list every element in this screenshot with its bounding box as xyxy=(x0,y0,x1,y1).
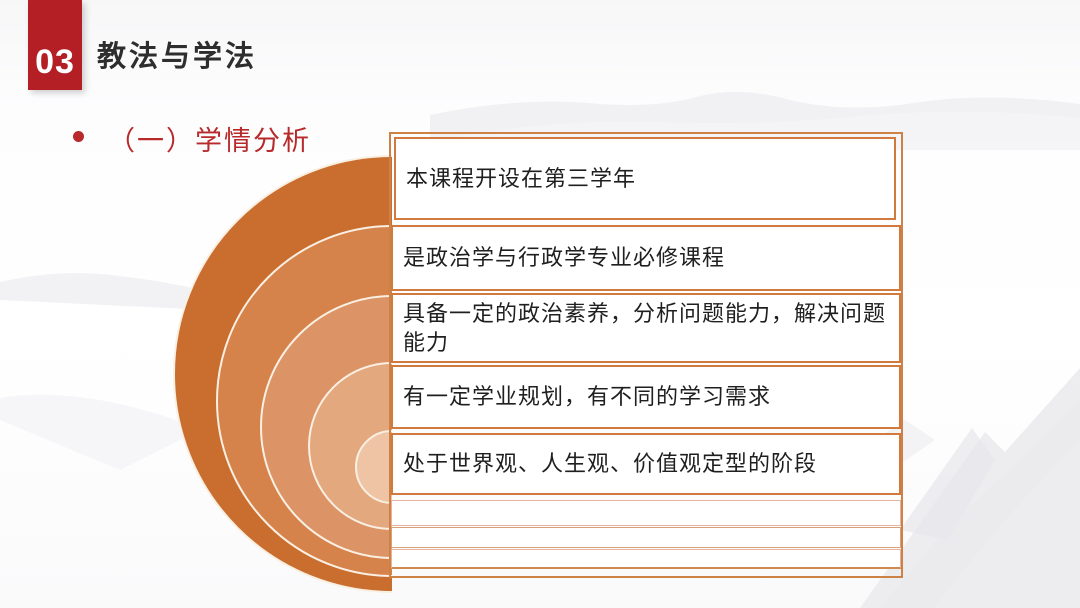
section-number-badge: 03 xyxy=(28,0,82,90)
analysis-item-1: 本课程开设在第三学年 xyxy=(394,137,896,220)
section-number: 03 xyxy=(35,43,75,81)
analysis-item-2: 是政治学与行政学专业必修课程 xyxy=(391,225,901,291)
analysis-item-3-text: 具备一定的政治素养，分析问题能力，解决问题能力 xyxy=(403,300,887,355)
section-title: 教法与学法 xyxy=(97,41,258,73)
analysis-item-3: 具备一定的政治素养，分析问题能力，解决问题能力 xyxy=(391,293,901,363)
analysis-item-5-text: 处于世界观、人生观、价值观定型的阶段 xyxy=(403,451,818,477)
empty-row-3 xyxy=(391,549,901,569)
subtitle: （一）学情分析 xyxy=(108,126,311,156)
analysis-item-1-text: 本课程开设在第三学年 xyxy=(406,165,637,191)
analysis-item-5: 处于世界观、人生观、价值观定型的阶段 xyxy=(391,433,901,495)
analysis-item-2-text: 是政治学与行政学专业必修课程 xyxy=(403,245,726,271)
subtitle-bullet-icon xyxy=(73,131,84,142)
analysis-panel: 本课程开设在第三学年 是政治学与行政学专业必修课程 具备一定的政治素养，分析问题… xyxy=(389,132,903,578)
empty-row-1 xyxy=(391,500,901,526)
empty-row-2 xyxy=(391,527,901,548)
analysis-item-4: 有一定学业规划，有不同的学习需求 xyxy=(391,365,901,429)
nested-rings-graphic xyxy=(0,0,392,608)
analysis-item-4-text: 有一定学业规划，有不同的学习需求 xyxy=(403,384,772,410)
